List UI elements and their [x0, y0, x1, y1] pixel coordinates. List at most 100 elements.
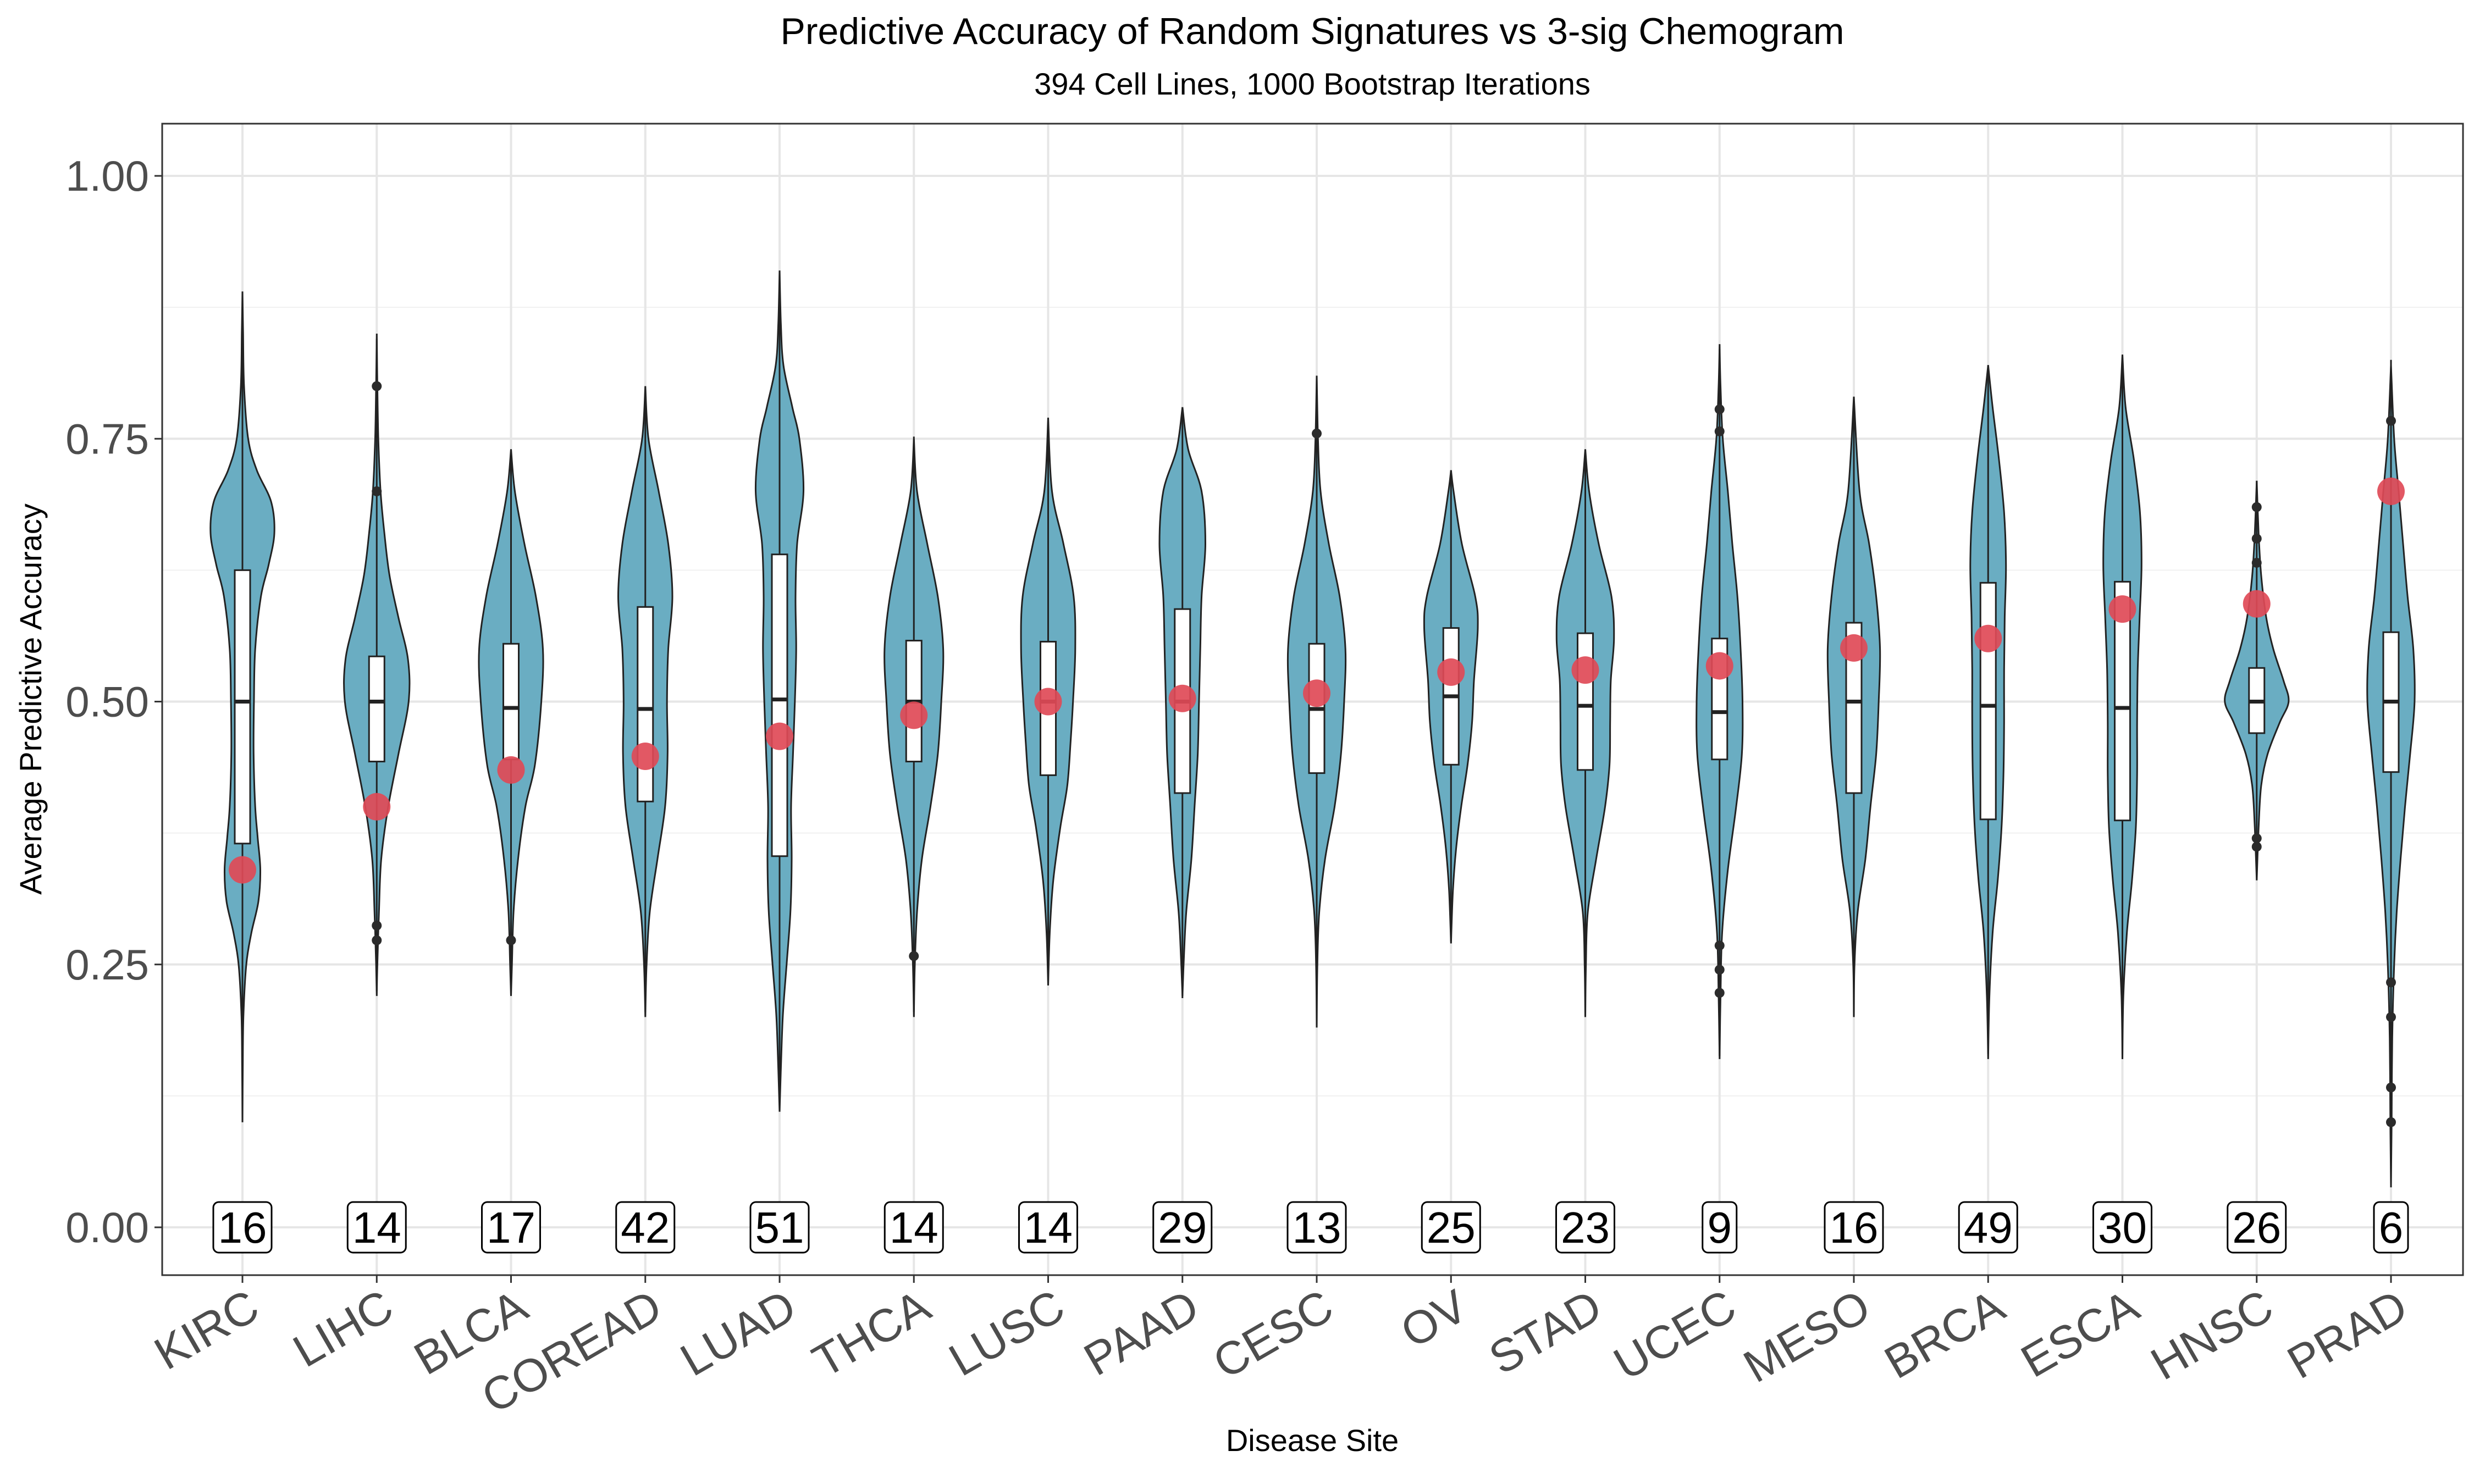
count-box — [1421, 1201, 1481, 1254]
count-box — [1286, 1201, 1347, 1254]
count-box — [615, 1201, 676, 1254]
count-text: 23 — [1561, 1203, 1610, 1252]
x-tick-label-paad: PAAD — [1075, 1280, 1207, 1386]
count-label-lusc: 14 — [1018, 1201, 1078, 1254]
box-iqr — [771, 553, 788, 857]
chemogram-point-thca — [900, 701, 928, 729]
outlier-point — [1714, 965, 1725, 975]
outlier-point — [2251, 841, 2262, 852]
count-text: 16 — [1830, 1203, 1879, 1252]
boxplot-ov — [1442, 470, 1460, 942]
chemogram-point-lihc — [363, 793, 391, 821]
box-iqr — [502, 643, 520, 761]
count-text: 14 — [352, 1203, 401, 1252]
chemogram-point-luad — [766, 722, 793, 750]
chemogram-point-lusc — [1034, 688, 1062, 716]
count-text: 13 — [1293, 1203, 1341, 1252]
outlier-point — [2251, 533, 2262, 544]
y-tick-label: 0.00 — [65, 1203, 149, 1252]
count-box — [1958, 1201, 2018, 1254]
boxplot-kirc — [234, 291, 251, 1122]
x-tick-label-esca: ESCA — [2012, 1280, 2147, 1387]
chemogram-point-paad — [1168, 684, 1196, 712]
y-tick-label: 0.75 — [65, 414, 149, 463]
plot-border — [161, 123, 2464, 1276]
x-tick-label-thca: THCA — [804, 1280, 938, 1387]
count-box — [2227, 1201, 2287, 1254]
outlier-point — [2386, 416, 2396, 426]
boxplot-hnsc — [2248, 480, 2266, 876]
count-label-esca: 30 — [2092, 1201, 2152, 1254]
count-label-kirc: 16 — [212, 1201, 273, 1254]
count-text: 29 — [1158, 1203, 1207, 1252]
x-tick-label-cesc: CESC — [1205, 1280, 1341, 1388]
chemogram-points — [229, 477, 2405, 884]
x-tick-label-prad: PRAD — [2279, 1280, 2416, 1388]
x-tick-label-meso: MESO — [1735, 1280, 1879, 1392]
outlier-point — [1714, 426, 1725, 436]
count-box — [481, 1201, 541, 1254]
count-text: 30 — [2098, 1203, 2147, 1252]
boxplot-stad — [1577, 451, 1594, 1017]
y-tick-label: 0.50 — [65, 678, 149, 726]
chart-subtitle: 394 Cell Lines, 1000 Bootstrap Iteration… — [1034, 67, 1591, 101]
chemogram-point-esca — [2108, 595, 2136, 623]
count-box — [1555, 1201, 1615, 1254]
outlier-point — [2386, 1117, 2396, 1127]
boxplot-prad — [2382, 359, 2400, 1188]
count-label-blca: 17 — [481, 1201, 541, 1254]
outlier-point — [1714, 940, 1725, 951]
boxplot-luad — [771, 275, 788, 1112]
count-label-prad: 6 — [2373, 1201, 2409, 1254]
count-label-lihc: 14 — [346, 1201, 407, 1254]
boxplot-lihc — [368, 339, 385, 991]
chemogram-point-brca — [1974, 624, 2002, 652]
count-text: 25 — [1427, 1203, 1476, 1252]
chemogram-point-cesc — [1303, 679, 1330, 707]
box-iqr — [234, 569, 251, 845]
count-text: 14 — [890, 1203, 938, 1252]
outlier-point — [2251, 502, 2262, 512]
count-box — [212, 1201, 273, 1254]
outlier-point — [372, 486, 382, 496]
count-box — [1152, 1201, 1213, 1254]
boxplot-blca — [502, 449, 520, 994]
count-box — [749, 1201, 810, 1254]
x-tick-label-kirc: KIRC — [146, 1280, 267, 1380]
chemogram-point-meso — [1840, 634, 1868, 662]
x-axis-title: Disease Site — [1226, 1423, 1399, 1458]
count-box — [883, 1201, 944, 1254]
x-tick-label-lusc: LUSC — [940, 1280, 1073, 1386]
count-box — [1018, 1201, 1078, 1254]
y-tick-label: 0.25 — [65, 940, 149, 989]
outlier-point — [2386, 1082, 2396, 1093]
count-label-cesc: 13 — [1286, 1201, 1347, 1254]
count-label-hnsc: 26 — [2227, 1201, 2287, 1254]
box-iqr — [1979, 582, 1997, 821]
count-label-brca: 49 — [1958, 1201, 2018, 1254]
y-axis-title: Average Predictive Accuracy — [13, 503, 48, 895]
count-text: 42 — [621, 1203, 670, 1252]
count-labels: 16 14 17 42 51 14 14 29 13 25 23 9 16 49 30 26 6 — [212, 1201, 2409, 1254]
outlier-point — [2251, 833, 2262, 844]
count-label-coread: 42 — [615, 1201, 676, 1254]
chemogram-point-blca — [497, 756, 525, 784]
y-axis: 0.00 0.25 0.50 0.75 1.00 — [65, 152, 162, 1252]
count-text: 26 — [2232, 1203, 2281, 1252]
count-box — [2092, 1201, 2152, 1254]
outlier-point — [2251, 557, 2262, 568]
count-text: 49 — [1964, 1203, 2013, 1252]
box-iqr — [1577, 632, 1594, 771]
count-box — [1702, 1201, 1738, 1254]
chemogram-point-ov — [1437, 658, 1465, 686]
chemogram-point-ucec — [1705, 652, 1733, 680]
count-label-stad: 23 — [1555, 1201, 1615, 1254]
boxplot-brca — [1979, 365, 1997, 1054]
x-tick-label-hnsc: HNSC — [2142, 1280, 2282, 1389]
chemogram-point-coread — [631, 742, 659, 770]
outlier-point — [2386, 1012, 2396, 1022]
count-label-ucec: 9 — [1702, 1201, 1738, 1254]
outlier-point — [1714, 988, 1725, 998]
x-tick-label-lihc: LIHC — [285, 1280, 402, 1377]
